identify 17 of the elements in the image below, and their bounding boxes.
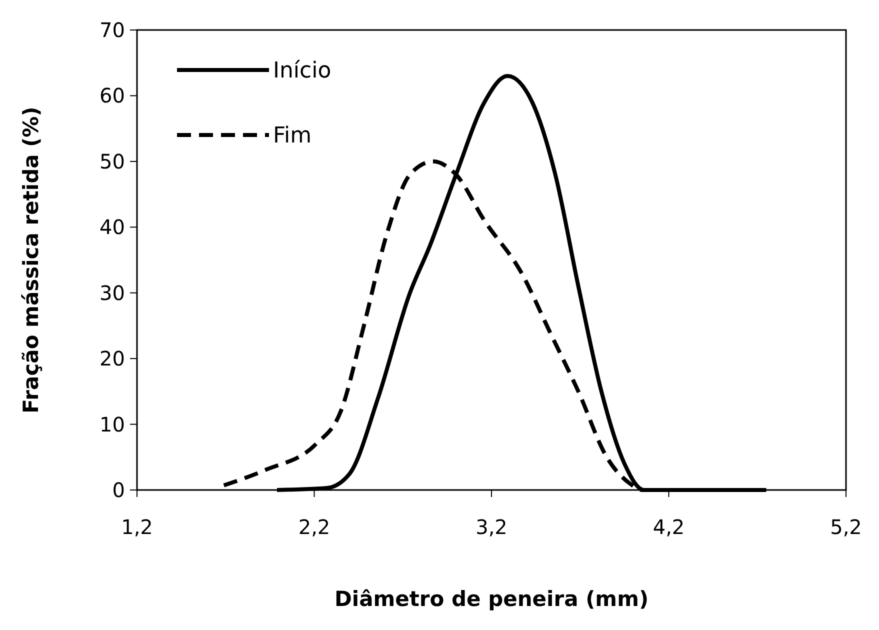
y-tick-label: 30 (100, 280, 125, 305)
x-tick-label: 4,2 (652, 515, 685, 539)
x-tick-label: 5,2 (830, 515, 862, 539)
y-tick-label: 70 (100, 18, 125, 42)
legend-label: Fim (273, 124, 312, 149)
y-axis-title: Fração mássica retida (%) (19, 106, 43, 414)
x-tick-label: 3,2 (476, 515, 508, 539)
legend-label: Início (273, 58, 332, 84)
y-tick-label: 40 (100, 215, 125, 240)
y-tick-label: 10 (100, 412, 125, 436)
y-tick-label: 60 (100, 84, 125, 108)
x-axis-title: Diâmetro de peneira (mm) (334, 587, 649, 611)
y-tick-label: 50 (100, 149, 125, 174)
y-tick-label: 0 (112, 478, 125, 502)
y-tick-label: 20 (100, 346, 125, 371)
x-tick-label: 2,2 (298, 515, 330, 539)
x-tick-label: 1,2 (121, 515, 153, 539)
